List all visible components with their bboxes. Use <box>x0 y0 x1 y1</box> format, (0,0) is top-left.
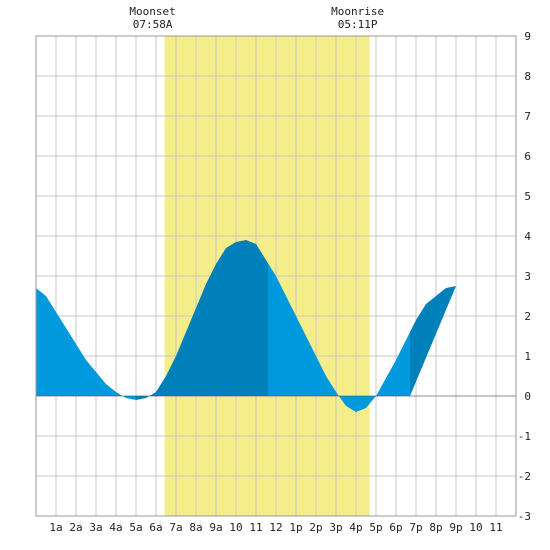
y-tick-label: 7 <box>524 110 531 123</box>
moonset-label: Moonset <box>129 5 175 18</box>
plot-frame <box>35 35 517 517</box>
x-tick-label: 10 <box>469 521 482 534</box>
y-tick-label: 5 <box>524 190 531 203</box>
x-tick-label: 11 <box>489 521 502 534</box>
x-axis-tick-labels: 1a 2a 3a 4a 5a 6a 7a 8a 9a 10 11 12 1p 2p 3p 4p 5p 6p 7p 8p… <box>49 521 502 534</box>
x-tick-label: 5a <box>129 521 142 534</box>
y-tick-label: 2 <box>524 310 531 323</box>
x-tick-label: 6a <box>149 521 162 534</box>
y-axis-tick-labels: 9 8 7 6 5 4 3 2 1 0 -1 -2 -3 <box>518 30 532 523</box>
x-tick-label: 1p <box>289 521 302 534</box>
tide-area-segment <box>268 263 410 412</box>
tide-area-segment <box>36 288 136 400</box>
y-tick-label: 8 <box>524 70 531 83</box>
x-tick-label: 9a <box>209 521 222 534</box>
moonrise-time: 05:11P <box>338 18 378 31</box>
y-tick-label: -2 <box>518 470 531 483</box>
moonrise-annotation: Moonrise 05:11P <box>331 5 384 31</box>
x-tick-label: 12 <box>269 521 282 534</box>
x-tick-label: 7p <box>409 521 422 534</box>
moonrise-label: Moonrise <box>331 5 384 18</box>
y-tick-label: 0 <box>524 390 531 403</box>
x-tick-label: 3a <box>89 521 102 534</box>
tide-area-segment <box>410 286 456 396</box>
y-tick-label: 6 <box>524 150 531 163</box>
x-tick-label: 8a <box>189 521 202 534</box>
x-tick-label: 4p <box>349 521 362 534</box>
x-tick-label: 10 <box>229 521 242 534</box>
tide-area-segment <box>136 240 268 400</box>
x-tick-label: 5p <box>369 521 382 534</box>
moonset-time: 07:58A <box>133 18 173 31</box>
x-tick-label: 11 <box>249 521 262 534</box>
x-tick-label: 2a <box>69 521 82 534</box>
tide-area-series <box>36 240 456 412</box>
x-tick-label: 8p <box>429 521 442 534</box>
x-tick-label: 1a <box>49 521 62 534</box>
y-tick-label: 4 <box>524 230 531 243</box>
y-tick-label: -1 <box>518 430 531 443</box>
y-tick-label: -3 <box>518 510 531 523</box>
x-tick-label: 6p <box>389 521 402 534</box>
x-tick-label: 2p <box>309 521 322 534</box>
x-tick-label: 3p <box>329 521 342 534</box>
y-tick-label: 9 <box>524 30 531 43</box>
x-tick-label: 7a <box>169 521 182 534</box>
y-tick-label: 3 <box>524 270 531 283</box>
y-tick-label: 1 <box>524 350 531 363</box>
x-tick-label: 4a <box>109 521 122 534</box>
x-tick-label: 9p <box>449 521 462 534</box>
moonset-annotation: Moonset 07:58A <box>129 5 175 31</box>
